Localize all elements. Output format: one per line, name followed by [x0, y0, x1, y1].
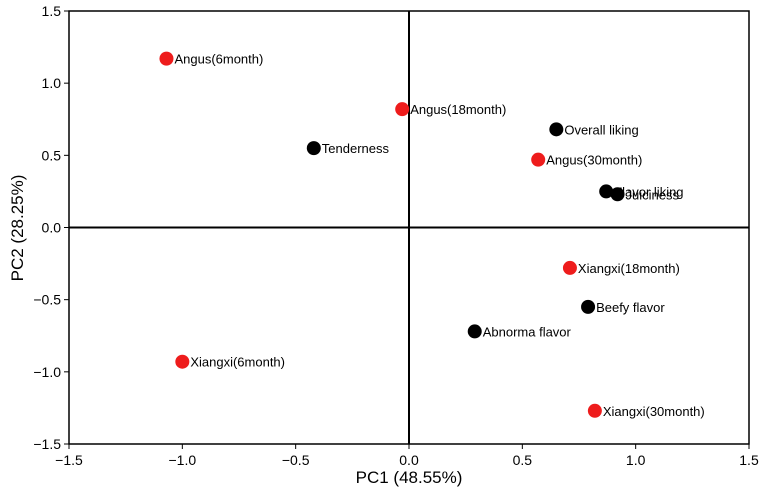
- x-tick-label: −1.0: [169, 452, 197, 468]
- data-point: [562, 260, 577, 275]
- point-label: Xiangxi(18month): [578, 261, 680, 276]
- y-tick-label: −1.5: [33, 436, 61, 452]
- data-point: [159, 51, 174, 66]
- data-point: [599, 184, 614, 199]
- y-tick-label: −1.0: [33, 364, 61, 380]
- point-label: Xiangxi(6month): [190, 355, 285, 370]
- point-label: Xiangxi(30month): [603, 404, 705, 419]
- data-point: [175, 354, 190, 369]
- point-label: Abnorma flavor: [483, 324, 572, 339]
- data-point: [610, 187, 625, 202]
- data-point: [395, 102, 410, 117]
- x-tick-label: 1.0: [626, 452, 646, 468]
- x-tick-label: −0.5: [282, 452, 310, 468]
- x-tick-label: 0.0: [399, 452, 419, 468]
- point-label: Angus(6month): [174, 52, 263, 67]
- point-label: Overall liking: [564, 122, 638, 137]
- data-point: [581, 299, 596, 314]
- y-tick-label: 1.5: [42, 3, 62, 19]
- x-tick-label: 0.5: [513, 452, 533, 468]
- data-point: [587, 403, 602, 418]
- point-label: Beefy flavor: [596, 300, 665, 315]
- y-axis-title: PC2 (28.25%): [8, 175, 27, 282]
- data-point: [531, 152, 546, 167]
- point-label: Flavor liking: [614, 184, 683, 199]
- data-point: [467, 324, 482, 339]
- y-tick-label: 0.5: [42, 147, 62, 163]
- point-label: Juiciness: [626, 187, 680, 202]
- point-label: Angus(18month): [410, 102, 506, 117]
- point-label: Angus(30month): [546, 153, 642, 168]
- x-tick-label: 1.5: [739, 452, 759, 468]
- y-tick-label: 0.0: [42, 220, 62, 236]
- y-tick-label: 1.0: [42, 75, 62, 91]
- point-label: Tenderness: [322, 141, 390, 156]
- x-tick-label: −1.5: [55, 452, 83, 468]
- x-axis-title: PC1 (48.55%): [356, 468, 463, 487]
- y-tick-label: −0.5: [33, 292, 61, 308]
- data-point: [549, 122, 564, 137]
- data-point: [306, 141, 321, 156]
